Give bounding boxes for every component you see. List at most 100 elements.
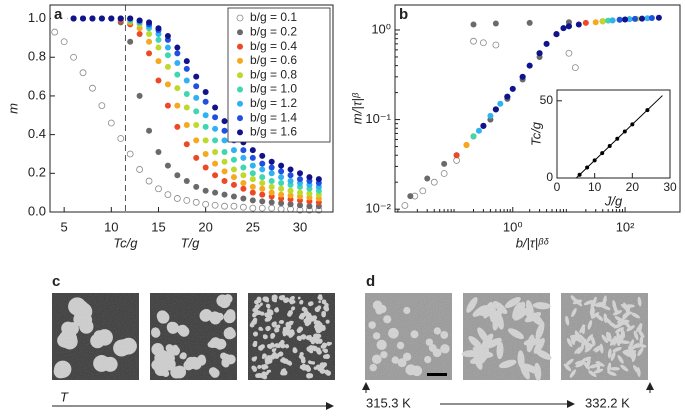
- data-point: [268, 204, 276, 212]
- data-point: [278, 162, 285, 169]
- data-point: [80, 15, 87, 22]
- data-point: [565, 49, 573, 57]
- data-point: [509, 85, 516, 92]
- x-tick-label: 20: [626, 180, 640, 194]
- data-point: [287, 192, 294, 199]
- y-tick-label: 0.6: [28, 87, 46, 102]
- x-tick-label: 10²: [616, 219, 635, 234]
- data-point: [249, 170, 256, 177]
- reference-label: Tc/g: [113, 235, 138, 250]
- data-point: [164, 32, 171, 39]
- data-point: [497, 100, 504, 107]
- data-point: [631, 15, 638, 22]
- data-point: [212, 172, 219, 179]
- data-point: [183, 90, 190, 97]
- micrograph: [461, 293, 552, 381]
- data-point: [211, 201, 219, 209]
- data-point: [127, 38, 134, 45]
- x-axis-label: T/g: [181, 235, 201, 250]
- data-point: [453, 157, 461, 164]
- data-point: [70, 53, 77, 61]
- data-point: [626, 16, 633, 23]
- y-tick-label: 0.4: [28, 126, 46, 141]
- data-point: [145, 177, 153, 185]
- data-point: [155, 36, 162, 43]
- x-tick-label: 30: [663, 180, 677, 194]
- data-point: [239, 203, 247, 211]
- data-point: [480, 39, 487, 47]
- x-axis-label: J/g: [604, 193, 623, 208]
- legend-label: b/g = 0.1: [250, 10, 297, 24]
- panel-label: d: [366, 273, 375, 290]
- data-point: [98, 15, 105, 22]
- data-point: [609, 17, 616, 24]
- data-point: [249, 154, 256, 161]
- y-tick-label: 10⁰: [371, 21, 391, 36]
- data-point: [212, 137, 219, 144]
- legend-label: b/g = 1.4: [250, 110, 297, 124]
- data-point: [155, 185, 162, 193]
- data-point: [440, 170, 448, 177]
- data-point: [519, 73, 526, 80]
- data-point: [526, 19, 533, 26]
- data-point: [607, 144, 612, 149]
- data-point: [401, 202, 409, 209]
- data-point: [278, 168, 285, 175]
- x-tick-label: 15: [151, 219, 165, 234]
- y-tick-label: 0.2: [28, 165, 46, 180]
- y-axis-label: Tc/g: [528, 121, 543, 146]
- data-point: [259, 198, 266, 205]
- data-point: [146, 127, 153, 134]
- data-point: [183, 196, 191, 204]
- data-point: [259, 179, 266, 186]
- data-point: [492, 41, 500, 49]
- panel-label-bg: [51, 6, 67, 23]
- data-point: [249, 183, 256, 190]
- data-point: [127, 15, 134, 22]
- y-axis-label: m/|τ|ᵝ: [349, 92, 364, 124]
- data-point: [183, 65, 190, 72]
- data-point: [644, 15, 651, 22]
- data-point: [212, 125, 219, 132]
- data-point: [615, 136, 620, 141]
- legend-label: b/g = 0.6: [250, 53, 297, 67]
- data-point: [536, 50, 543, 57]
- data-point: [287, 166, 294, 173]
- data-point: [202, 150, 209, 157]
- data-point: [221, 191, 228, 198]
- data-point: [600, 151, 605, 156]
- data-point: [259, 185, 266, 192]
- data-point: [183, 58, 190, 65]
- data-point: [582, 19, 589, 26]
- data-point: [98, 102, 106, 109]
- data-point: [51, 28, 59, 36]
- data-point: [155, 149, 162, 156]
- data-point: [202, 187, 209, 194]
- y-tick-label: 50: [540, 93, 554, 107]
- data-point: [136, 92, 143, 99]
- data-point: [287, 187, 294, 194]
- data-point: [70, 15, 77, 22]
- data-point: [193, 94, 200, 101]
- panel-inset: 0 10 20 30 0 50 J/g Tc/g: [528, 89, 677, 208]
- data-point: [278, 191, 285, 198]
- y-tick-label: 1.0: [28, 10, 46, 25]
- panel-label: c: [52, 273, 60, 290]
- data-point: [221, 127, 228, 134]
- data-point: [655, 14, 662, 21]
- legend-marker: [237, 86, 243, 93]
- data-point: [193, 73, 200, 80]
- data-point: [202, 137, 209, 144]
- data-point: [277, 205, 285, 213]
- data-point: [89, 84, 96, 92]
- data-point: [212, 104, 219, 111]
- data-point: [560, 25, 567, 32]
- end-label: 332.2 K: [585, 395, 630, 410]
- data-point: [240, 195, 247, 202]
- y-tick-label: 10⁻¹: [365, 111, 391, 126]
- data-point: [577, 172, 582, 177]
- data-point: [287, 172, 294, 179]
- data-point: [155, 77, 162, 84]
- data-point: [174, 60, 181, 67]
